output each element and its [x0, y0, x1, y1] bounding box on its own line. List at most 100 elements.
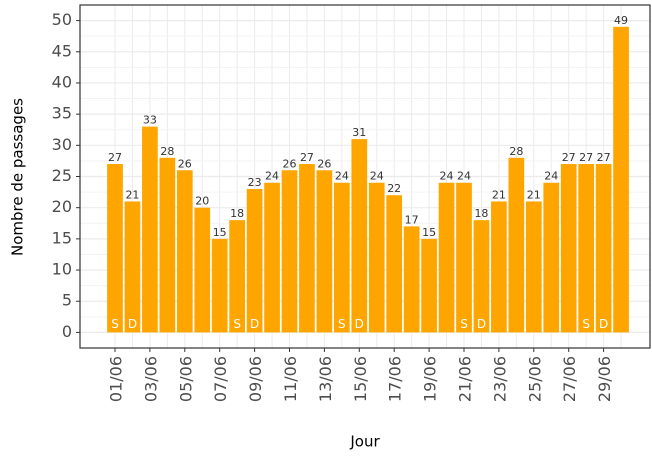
day-mark: D — [128, 317, 137, 331]
day-mark: D — [250, 317, 259, 331]
bar — [543, 182, 560, 333]
bar — [368, 182, 385, 333]
y-tick-label: 25 — [52, 166, 72, 185]
value-label: 21 — [492, 188, 506, 201]
y-tick-label: 20 — [52, 197, 72, 216]
y-tick-label: 15 — [52, 228, 72, 247]
value-label: 31 — [352, 126, 366, 139]
value-label: 28 — [509, 145, 523, 158]
bar — [194, 207, 211, 333]
bar — [211, 238, 228, 333]
bar — [124, 201, 141, 333]
x-axis-label: Jour — [349, 433, 380, 451]
panel-border — [79, 4, 651, 349]
value-label: 26 — [283, 157, 297, 170]
value-label: 27 — [562, 151, 576, 164]
day-mark: S — [460, 317, 468, 331]
day-mark: S — [582, 317, 590, 331]
day-mark: D — [599, 317, 608, 331]
y-tick-label: 35 — [52, 104, 72, 123]
x-tick-label: 19/06 — [421, 356, 440, 402]
bar — [229, 220, 246, 333]
x-tick-label: 09/06 — [246, 356, 265, 402]
x-tick-label: 11/06 — [281, 356, 300, 402]
x-tick-label: 21/06 — [456, 356, 475, 402]
x-tick-label: 27/06 — [560, 356, 579, 402]
value-label: 18 — [474, 207, 488, 220]
day-mark: S — [111, 317, 119, 331]
value-label: 27 — [597, 151, 611, 164]
value-label: 49 — [614, 14, 628, 27]
value-label: 24 — [265, 170, 279, 183]
value-label: 24 — [457, 170, 471, 183]
bar — [107, 164, 123, 333]
value-label: 22 — [387, 182, 401, 195]
value-label: 23 — [248, 176, 262, 189]
y-tick-label: 0 — [62, 322, 72, 341]
x-tick-label: 05/06 — [176, 356, 195, 402]
bar — [264, 182, 280, 333]
bar — [421, 238, 437, 333]
value-label: 15 — [422, 226, 436, 239]
day-mark: D — [355, 317, 364, 331]
day-mark: D — [477, 317, 486, 331]
x-tick-label: 01/06 — [107, 356, 126, 402]
x-tick-label: 29/06 — [595, 356, 614, 402]
bar — [351, 139, 368, 333]
value-label: 27 — [300, 151, 314, 164]
value-label: 27 — [108, 151, 122, 164]
bar — [491, 201, 507, 333]
x-tick-label: 07/06 — [211, 356, 230, 402]
value-label: 27 — [579, 151, 593, 164]
day-mark: S — [233, 317, 241, 331]
x-tick-label: 13/06 — [316, 356, 335, 402]
value-label: 15 — [213, 226, 227, 239]
bar — [613, 26, 629, 333]
value-label: 20 — [195, 195, 209, 208]
value-label: 28 — [160, 145, 174, 158]
bar — [578, 164, 595, 333]
x-tick-label: 03/06 — [141, 356, 160, 402]
bar — [525, 201, 542, 333]
value-label: 18 — [230, 207, 244, 220]
bar — [508, 157, 525, 333]
y-tick-label: 10 — [52, 260, 72, 279]
bar — [333, 182, 350, 333]
bar — [403, 226, 420, 333]
bars — [107, 26, 629, 333]
y-tick-label: 45 — [52, 41, 72, 60]
bar — [386, 195, 403, 333]
value-label: 21 — [527, 188, 541, 201]
bar — [142, 126, 158, 333]
bar — [456, 182, 472, 333]
value-label: 26 — [178, 157, 192, 170]
bar — [560, 164, 577, 333]
bar — [159, 157, 176, 333]
bar — [299, 164, 315, 333]
x-tick-label: 15/06 — [351, 356, 370, 402]
y-axis-label: Nombre de passages — [9, 98, 27, 256]
y-tick-label: 50 — [52, 10, 72, 29]
y-tick-label: 40 — [52, 72, 72, 91]
value-label: 24 — [370, 170, 384, 183]
bar — [316, 170, 333, 333]
bar — [281, 170, 298, 333]
x-tick-label: 17/06 — [386, 356, 405, 402]
value-label: 17 — [405, 213, 419, 226]
value-label: 26 — [317, 157, 331, 170]
bar — [176, 170, 193, 333]
bar — [595, 164, 612, 333]
x-tick-label: 25/06 — [525, 356, 544, 402]
day-mark: S — [338, 317, 346, 331]
y-tick-label: 5 — [62, 291, 72, 310]
value-label: 21 — [125, 188, 139, 201]
labels: 0 5 10 15 20 25 30 35 40 45 50 27 S 01/06 21 D 33 03/06 28… — [52, 10, 628, 402]
value-label: 24 — [440, 170, 454, 183]
x-tick-label: 23/06 — [490, 356, 509, 402]
bar — [246, 188, 263, 333]
y-tick-label: 30 — [52, 135, 72, 154]
value-label: 33 — [143, 114, 157, 127]
bar — [473, 220, 490, 333]
bar — [438, 182, 455, 333]
